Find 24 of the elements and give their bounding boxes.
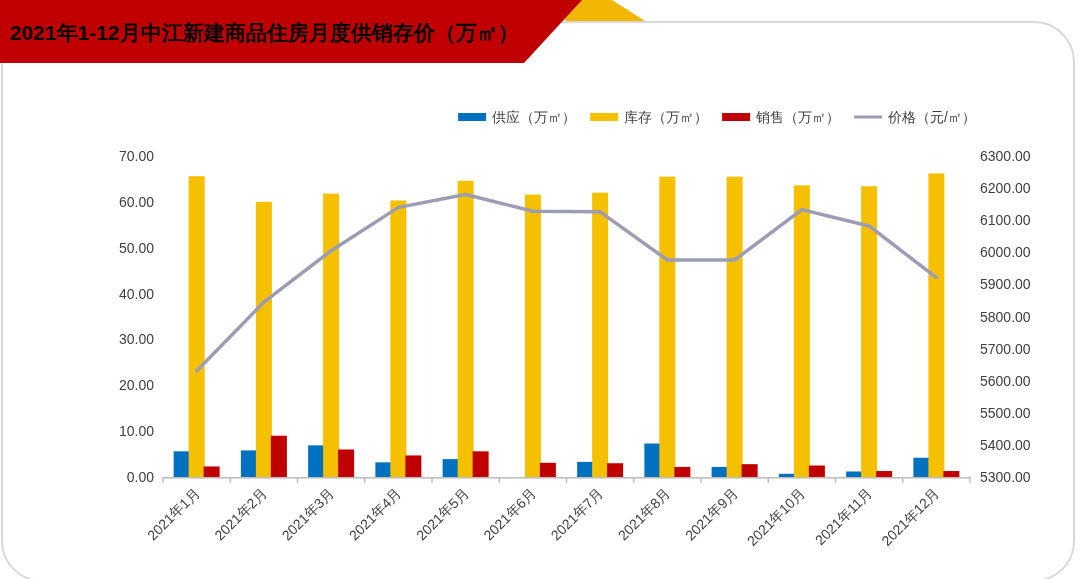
y-tick-label: 50.00 (118, 239, 154, 256)
y2-tick-label: 5300.00 (980, 469, 1031, 485)
y-tick-label: 20.00 (118, 377, 154, 394)
legend-label: 库存（万㎡） (624, 109, 709, 125)
y2-tick-label: 6200.00 (980, 180, 1031, 197)
legend-label: 供应（万㎡） (492, 109, 577, 125)
y2-tick-label: 5800.00 (980, 308, 1031, 325)
y2-tick-label: 6300.00 (980, 148, 1031, 164)
y2-tick-label: 5500.00 (980, 404, 1031, 421)
y2-tick-label: 5900.00 (980, 276, 1031, 293)
y-tick-label: 70.00 (118, 148, 154, 164)
y-tick-label: 10.00 (118, 423, 154, 440)
y-tick-label: 30.00 (118, 331, 154, 348)
legend-label: 价格（元/㎡） (888, 109, 976, 125)
y2-tick-label: 6000.00 (980, 244, 1031, 261)
y2-tick-label: 5700.00 (980, 340, 1031, 357)
y-tick-label: 40.00 (118, 285, 154, 302)
title: 2021年1-12月中江新建商品住房月度供销存价（万㎡） (10, 21, 519, 44)
y-tick-label: 0.00 (126, 469, 154, 485)
y2-tick-label: 5600.00 (980, 372, 1031, 389)
y2-tick-label: 5400.00 (980, 436, 1031, 453)
y-tick-label: 60.00 (118, 193, 154, 210)
legend-label: 销售（万㎡） (756, 109, 841, 125)
y2-tick-label: 6100.00 (980, 212, 1031, 229)
